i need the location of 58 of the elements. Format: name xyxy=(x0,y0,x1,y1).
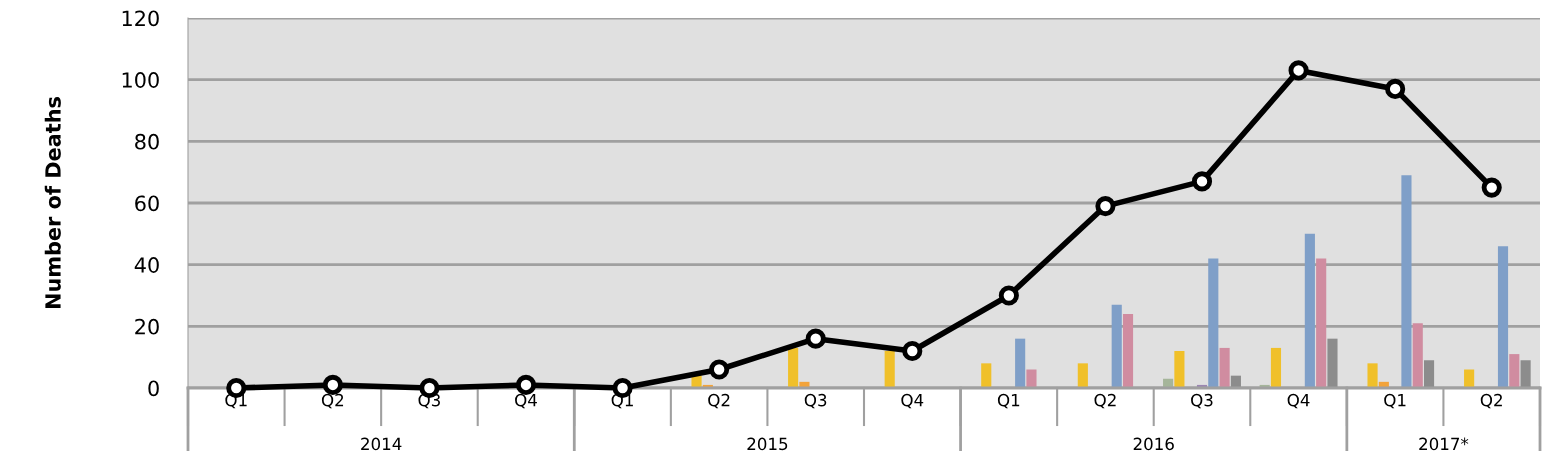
point xyxy=(1481,177,1502,198)
text: 2016 xyxy=(1133,437,1174,451)
bar xyxy=(1122,314,1134,388)
y-tick-label: 0 xyxy=(148,380,159,397)
bar xyxy=(1327,338,1338,388)
x-tick-label: Q1 xyxy=(1384,393,1406,409)
y-tick-label: 60 xyxy=(135,195,159,212)
point xyxy=(1288,60,1309,81)
point xyxy=(709,359,730,380)
x-tick-label: Q4 xyxy=(901,393,924,409)
text: 2017* xyxy=(1419,437,1469,451)
y-tick-label: 80 xyxy=(135,133,159,150)
bar xyxy=(1401,175,1412,388)
bar xyxy=(1208,258,1219,388)
text: 2015 xyxy=(747,437,788,451)
bar xyxy=(1015,338,1026,388)
bar xyxy=(1497,246,1509,388)
x-tick-label: Q2 xyxy=(321,393,344,409)
point xyxy=(1385,78,1406,99)
x-tick-label: Q2 xyxy=(1094,393,1116,409)
y-axis-title: Number of Deaths xyxy=(44,97,61,309)
bar xyxy=(1367,363,1378,388)
bar xyxy=(1520,360,1531,388)
x-tick-label: Q4 xyxy=(1287,393,1310,409)
bar xyxy=(1077,363,1088,388)
bar xyxy=(691,375,702,388)
y-tick-label: 40 xyxy=(134,257,159,273)
y-tick-label: 20 xyxy=(135,318,159,335)
x-tick-label: Q3 xyxy=(804,393,827,409)
bar xyxy=(1026,369,1037,388)
bar xyxy=(981,363,992,388)
point xyxy=(902,340,923,362)
bar xyxy=(1270,347,1282,388)
point xyxy=(515,374,537,395)
bar xyxy=(1464,369,1475,388)
bar xyxy=(1219,347,1230,388)
y-tick-label: 100 xyxy=(122,72,159,88)
bar xyxy=(788,347,799,388)
x-tick-label: Q2 xyxy=(1480,393,1502,409)
bar xyxy=(1316,258,1327,388)
bar xyxy=(1304,233,1315,388)
point xyxy=(1095,196,1116,217)
point xyxy=(998,285,1019,306)
bar xyxy=(1174,351,1185,388)
bar xyxy=(1111,304,1122,388)
x-tick-label: Q3 xyxy=(1191,393,1213,409)
bar xyxy=(1412,323,1423,388)
x-tick-label: Q1 xyxy=(997,393,1020,409)
x-tick-label: Q4 xyxy=(515,393,537,409)
bar xyxy=(1423,360,1435,388)
bar xyxy=(1509,354,1520,388)
point xyxy=(1191,171,1213,192)
point xyxy=(805,328,826,349)
point xyxy=(322,374,343,395)
x-tick-label: Q2 xyxy=(708,393,730,409)
text: 2014 xyxy=(361,437,402,451)
y-tick-label: 120 xyxy=(122,10,159,27)
bar xyxy=(884,351,895,388)
